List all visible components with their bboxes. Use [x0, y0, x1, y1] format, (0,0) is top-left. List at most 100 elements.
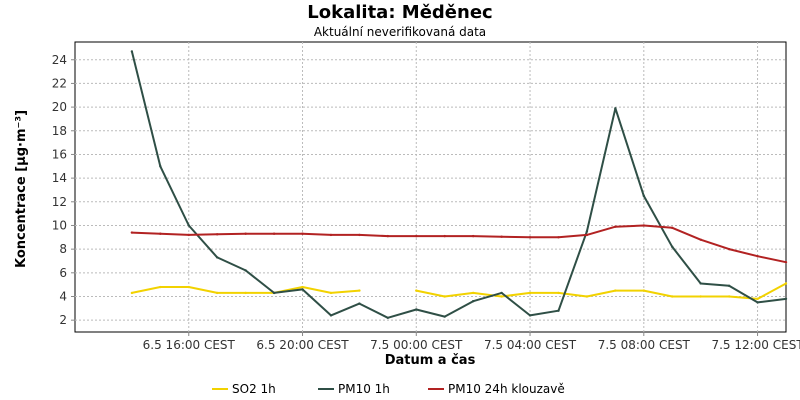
- y-tick-label: 24: [52, 53, 67, 67]
- data-point: [557, 309, 560, 312]
- data-point: [329, 291, 333, 295]
- data-point: [443, 234, 446, 238]
- data-point: [187, 233, 190, 237]
- x-tick-label: 6.5 16:00 CEST: [143, 338, 236, 352]
- data-point: [642, 194, 645, 198]
- data-point: [699, 295, 702, 298]
- y-axis-label: Koncentrace [µg·m⁻³]: [14, 110, 29, 268]
- data-point: [159, 232, 162, 235]
- data-point: [528, 314, 532, 317]
- data-point: [727, 284, 731, 288]
- data-point: [671, 295, 674, 298]
- data-point: [301, 285, 304, 289]
- y-tick-label: 2: [59, 313, 67, 327]
- data-point: [443, 295, 446, 298]
- data-point: [671, 226, 674, 230]
- y-tick-label: 14: [52, 171, 67, 185]
- data-point: [358, 289, 361, 292]
- data-point: [756, 255, 759, 258]
- y-tick-label: 20: [52, 100, 67, 114]
- data-point: [216, 291, 219, 295]
- data-point: [699, 282, 702, 285]
- legend: SO2 1h PM10 1h PM10 24h klouzavě: [212, 382, 565, 396]
- data-point: [301, 288, 304, 291]
- data-point: [159, 165, 162, 168]
- y-tick-label: 12: [52, 195, 67, 209]
- data-point: [727, 247, 731, 251]
- data-point: [585, 233, 589, 237]
- x-tick-label: 7.5 04:00 CEST: [484, 338, 577, 352]
- legend-label: PM10 24h klouzavě: [448, 382, 565, 396]
- series-lines: [130, 50, 788, 319]
- data-point: [585, 230, 589, 233]
- data-point: [187, 224, 190, 227]
- grid-lines: [75, 42, 786, 332]
- legend-label: PM10 1h: [338, 382, 390, 396]
- y-tick-label: 4: [59, 289, 67, 303]
- data-point: [471, 234, 475, 238]
- data-point: [244, 232, 247, 235]
- data-point: [358, 233, 361, 237]
- series-line-2: [131, 224, 787, 264]
- data-point: [784, 297, 788, 301]
- data-point: [756, 297, 759, 301]
- data-point: [358, 302, 361, 305]
- data-point: [443, 315, 446, 318]
- data-point: [642, 289, 645, 292]
- data-point: [329, 233, 333, 237]
- data-point: [130, 231, 134, 234]
- data-point: [301, 232, 304, 235]
- data-point: [642, 224, 645, 227]
- x-axis: 6.5 16:00 CEST 6.5 20:00 CEST 7.5 00:00 CE…: [143, 332, 800, 352]
- y-tick-label: 6: [59, 266, 67, 280]
- data-point: [187, 285, 190, 289]
- x-tick-label: 7.5 08:00 CEST: [598, 338, 691, 352]
- data-point: [244, 269, 247, 272]
- data-point: [528, 291, 532, 295]
- data-point: [159, 285, 162, 289]
- series-line-1: [130, 51, 787, 319]
- data-point: [415, 289, 418, 292]
- data-point: [471, 300, 475, 303]
- x-tick-label: 6.5 20:00 CEST: [256, 338, 349, 352]
- data-point: [471, 291, 475, 295]
- data-point: [130, 50, 134, 53]
- x-axis-label: Datum a čas: [385, 353, 476, 368]
- data-point: [272, 291, 276, 295]
- data-point: [130, 291, 134, 295]
- data-point: [500, 295, 503, 298]
- data-point: [415, 308, 418, 311]
- y-tick-label: 16: [52, 147, 67, 161]
- data-point: [699, 238, 702, 241]
- data-point: [500, 235, 503, 238]
- legend-label: SO2 1h: [232, 382, 276, 396]
- data-point: [614, 107, 617, 110]
- data-point: [244, 291, 247, 295]
- x-tick-label: 7.5 00:00 CEST: [370, 338, 463, 352]
- data-point: [614, 289, 617, 292]
- data-point: [585, 295, 589, 298]
- data-point: [784, 282, 788, 285]
- plot-area: [74, 41, 787, 333]
- data-point: [557, 291, 560, 295]
- data-point: [784, 260, 788, 264]
- y-tick-label: 10: [52, 218, 67, 232]
- data-point: [216, 233, 219, 236]
- data-point: [216, 256, 219, 259]
- data-point: [415, 234, 418, 238]
- chart-subtitle: Aktuální neverifikovaná data: [313, 25, 487, 39]
- x-tick-label: 7.5 12:00 CEST: [711, 338, 800, 352]
- data-point: [386, 234, 390, 238]
- chart-title: Lokalita: Měděnec: [307, 2, 493, 23]
- y-tick-label: 18: [52, 124, 67, 138]
- data-point: [500, 291, 503, 295]
- data-point: [329, 314, 333, 317]
- data-point: [386, 316, 390, 319]
- y-tick-label: 8: [59, 242, 67, 256]
- data-point: [272, 232, 276, 235]
- data-point: [557, 236, 560, 239]
- data-point: [756, 301, 759, 304]
- data-point: [614, 225, 617, 228]
